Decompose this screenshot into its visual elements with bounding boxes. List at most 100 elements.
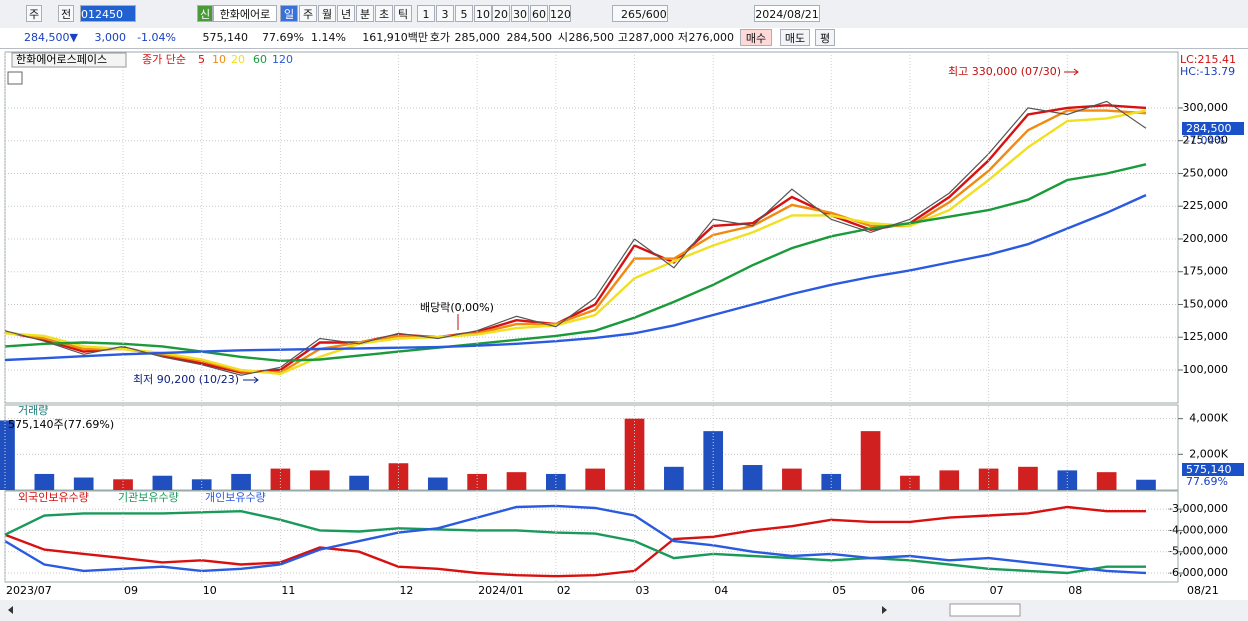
axis-tag: LC:215.41: [1180, 53, 1236, 66]
x-tick-label: 07: [990, 584, 1004, 597]
title-box: [11, 52, 127, 68]
x-tick-label: 06: [911, 584, 925, 597]
x-tick-label: 09: [124, 584, 138, 597]
legend-entry: 120: [272, 53, 293, 66]
volume-bar: [349, 475, 369, 490]
y-tick-label: 225,000: [1183, 199, 1229, 212]
annotation-arrow: [243, 376, 259, 384]
info-item: 286,500: [568, 31, 615, 44]
legend-entry: 외국인보유수량: [18, 491, 89, 504]
volume-bar: [270, 468, 291, 490]
axis-tag: HC:-13.79: [1180, 65, 1235, 78]
annotation: 최고 330,000 (07/30): [948, 65, 1061, 78]
legend-entry: 10: [212, 53, 226, 66]
toolbar-item[interactable]: 60: [530, 5, 548, 22]
toolbar-item[interactable]: 분: [356, 5, 374, 22]
volume-bar: [585, 468, 606, 490]
toolbar: 주 전 012450 신 한화에어로 일 주 월 년 분 초 틱 1 3 5 10 20 30 60 120 265/6…: [0, 0, 1248, 29]
y-tick-label: 2,000K: [1189, 447, 1228, 460]
axis-tag: -1.04%: [1186, 134, 1225, 147]
volume-bar: [939, 470, 960, 490]
scrollbar[interactable]: [0, 600, 1248, 621]
chart-title: 한화에어로스페이스: [16, 53, 107, 66]
toolbar-item[interactable]: 5: [455, 5, 473, 22]
toolbar-item[interactable]: 30: [511, 5, 529, 22]
info-item: 285,000: [454, 31, 501, 44]
y-tick-label: 275,000: [1183, 134, 1229, 147]
y-tick-label: 250,000: [1183, 166, 1229, 179]
toolbar-item[interactable]: 전: [58, 5, 74, 22]
toolbar-item[interactable]: 월: [318, 5, 336, 22]
toolbar-item[interactable]: 10: [474, 5, 492, 22]
legend-entry: 5: [198, 53, 205, 66]
volume-bar: [1018, 466, 1038, 490]
volume-bar: [73, 477, 94, 490]
toolbar-item[interactable]: 초: [375, 5, 393, 22]
info-item: 284,500: [506, 31, 553, 44]
volume-bar: [152, 475, 173, 490]
x-end-label: 08/21: [1187, 584, 1219, 597]
toolbar-item[interactable]: /600: [642, 5, 668, 22]
price-tag: [1182, 122, 1244, 135]
toolbar-item[interactable]: 120: [549, 5, 571, 22]
annotation: 배당락(0,00%): [420, 301, 494, 314]
x-tick-label: 2024/01: [478, 584, 524, 597]
info-item: -1.04%: [137, 31, 176, 44]
info-item[interactable]: 평: [815, 29, 835, 46]
y-tick-label: -4,000,000: [1168, 523, 1228, 536]
annotation: 최저 90,200 (10/23): [133, 373, 239, 386]
toolbar-item[interactable]: 주: [299, 5, 317, 22]
volume-bar: [34, 473, 55, 490]
toolbar-item[interactable]: 3: [436, 5, 454, 22]
volume-bar: [1096, 472, 1117, 490]
toolbar-item[interactable]: 2024/08/21: [754, 5, 820, 22]
axis-tag: 77.69%: [1186, 475, 1228, 488]
x-tick-label: 02: [557, 584, 571, 597]
info-item: 1.14%: [311, 31, 346, 44]
toolbar-item[interactable]: 012450: [80, 5, 136, 22]
volume-bar: [309, 470, 330, 490]
volume-bar: [1136, 479, 1156, 490]
y-tick-label: 100,000: [1183, 363, 1229, 376]
toolbar-item[interactable]: 한화에어로: [213, 5, 277, 22]
y-tick-label: 150,000: [1183, 297, 1229, 310]
x-tick-label: 03: [636, 584, 650, 597]
info-item: 고: [617, 31, 628, 44]
axis-tag: 284,500: [1186, 122, 1232, 135]
toolbar-item[interactable]: 1: [417, 5, 435, 22]
toolbar-item[interactable]: 265: [612, 5, 642, 22]
y-tick-label: 125,000: [1183, 330, 1229, 343]
x-tick-label: 2023/07: [6, 584, 52, 597]
info-item: 3,000: [94, 31, 127, 44]
volume-bar: [1057, 470, 1078, 490]
x-tick-label: 11: [281, 584, 295, 597]
info-item: 276,000: [688, 31, 735, 44]
info-bar: 284,500▼ 3,000 -1.04% 575,140 77.69% 1.14% 161…: [0, 28, 1248, 49]
info-item: 287,000: [628, 31, 675, 44]
info-item[interactable]: 매수: [740, 29, 772, 46]
series-line: [4, 104, 1147, 374]
volume-bar: [664, 466, 684, 490]
volume-bar: [231, 473, 251, 490]
price-panel: [4, 51, 1179, 404]
toolbar-item[interactable]: 신: [197, 5, 213, 22]
toolbar-item[interactable]: 년: [337, 5, 355, 22]
toolbar-item[interactable]: 20: [492, 5, 510, 22]
volume-bar: [0, 420, 15, 490]
x-tick-label: 12: [399, 584, 413, 597]
toolbar-item[interactable]: 틱: [394, 5, 412, 22]
info-item: 575,140: [202, 31, 249, 44]
y-tick-label: 300,000: [1183, 101, 1229, 114]
volume-bar: [782, 468, 802, 490]
volume-tag: [1182, 463, 1244, 476]
series-line: [4, 194, 1147, 362]
info-item: 77.69%: [262, 31, 304, 44]
toolbar-item[interactable]: 주: [26, 5, 42, 22]
toolbar-item[interactable]: 일: [280, 5, 298, 22]
info-item[interactable]: 매도: [780, 29, 810, 46]
grid-icon[interactable]: [7, 71, 23, 85]
scroll-thumb: [949, 603, 1021, 617]
legend-entry: 60: [253, 53, 267, 66]
